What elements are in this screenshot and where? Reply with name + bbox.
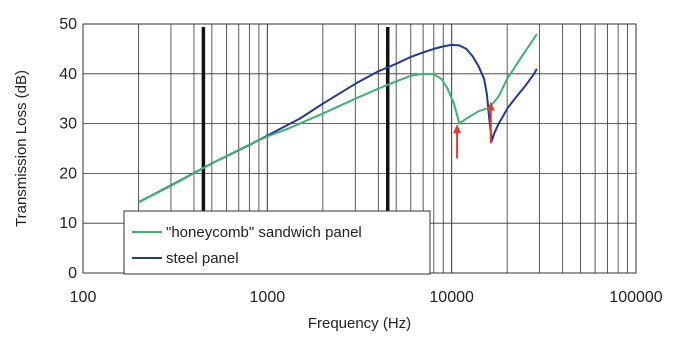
legend-label-honeycomb: "honeycomb" sandwich panel [166, 224, 362, 241]
y-tick-label: 20 [59, 165, 77, 182]
x-axis-title: Frequency (Hz) [308, 315, 411, 332]
y-tick-label: 10 [59, 215, 77, 232]
y-tick-label: 30 [59, 116, 77, 133]
arrow-head-2 [486, 101, 495, 111]
series-lines [138, 33, 538, 204]
x-tick-label: 10000 [429, 289, 474, 306]
y-axis-ticks: 0 10 20 30 40 50 [59, 16, 77, 282]
legend: "honeycomb" sandwich panel steel panel [123, 210, 431, 275]
series-line-honeycomb [138, 33, 538, 204]
y-tick-label: 0 [68, 265, 77, 282]
x-tick-label: 100 [70, 289, 97, 306]
arrow-head-1 [453, 124, 462, 134]
x-axis-ticks: 100 1000 10000 100000 [70, 289, 663, 306]
y-axis-title: Transmission Loss (dB) [13, 70, 30, 227]
x-tick-label: 100000 [609, 289, 662, 306]
y-tick-label: 40 [59, 66, 77, 83]
annotations [453, 101, 495, 159]
legend-box [123, 210, 431, 275]
legend-label-steel: steel panel [166, 250, 239, 267]
x-tick-label: 1000 [250, 289, 286, 306]
reference-lines [201, 27, 390, 222]
series-line-steel [138, 43, 538, 204]
y-tick-label: 50 [59, 16, 77, 33]
